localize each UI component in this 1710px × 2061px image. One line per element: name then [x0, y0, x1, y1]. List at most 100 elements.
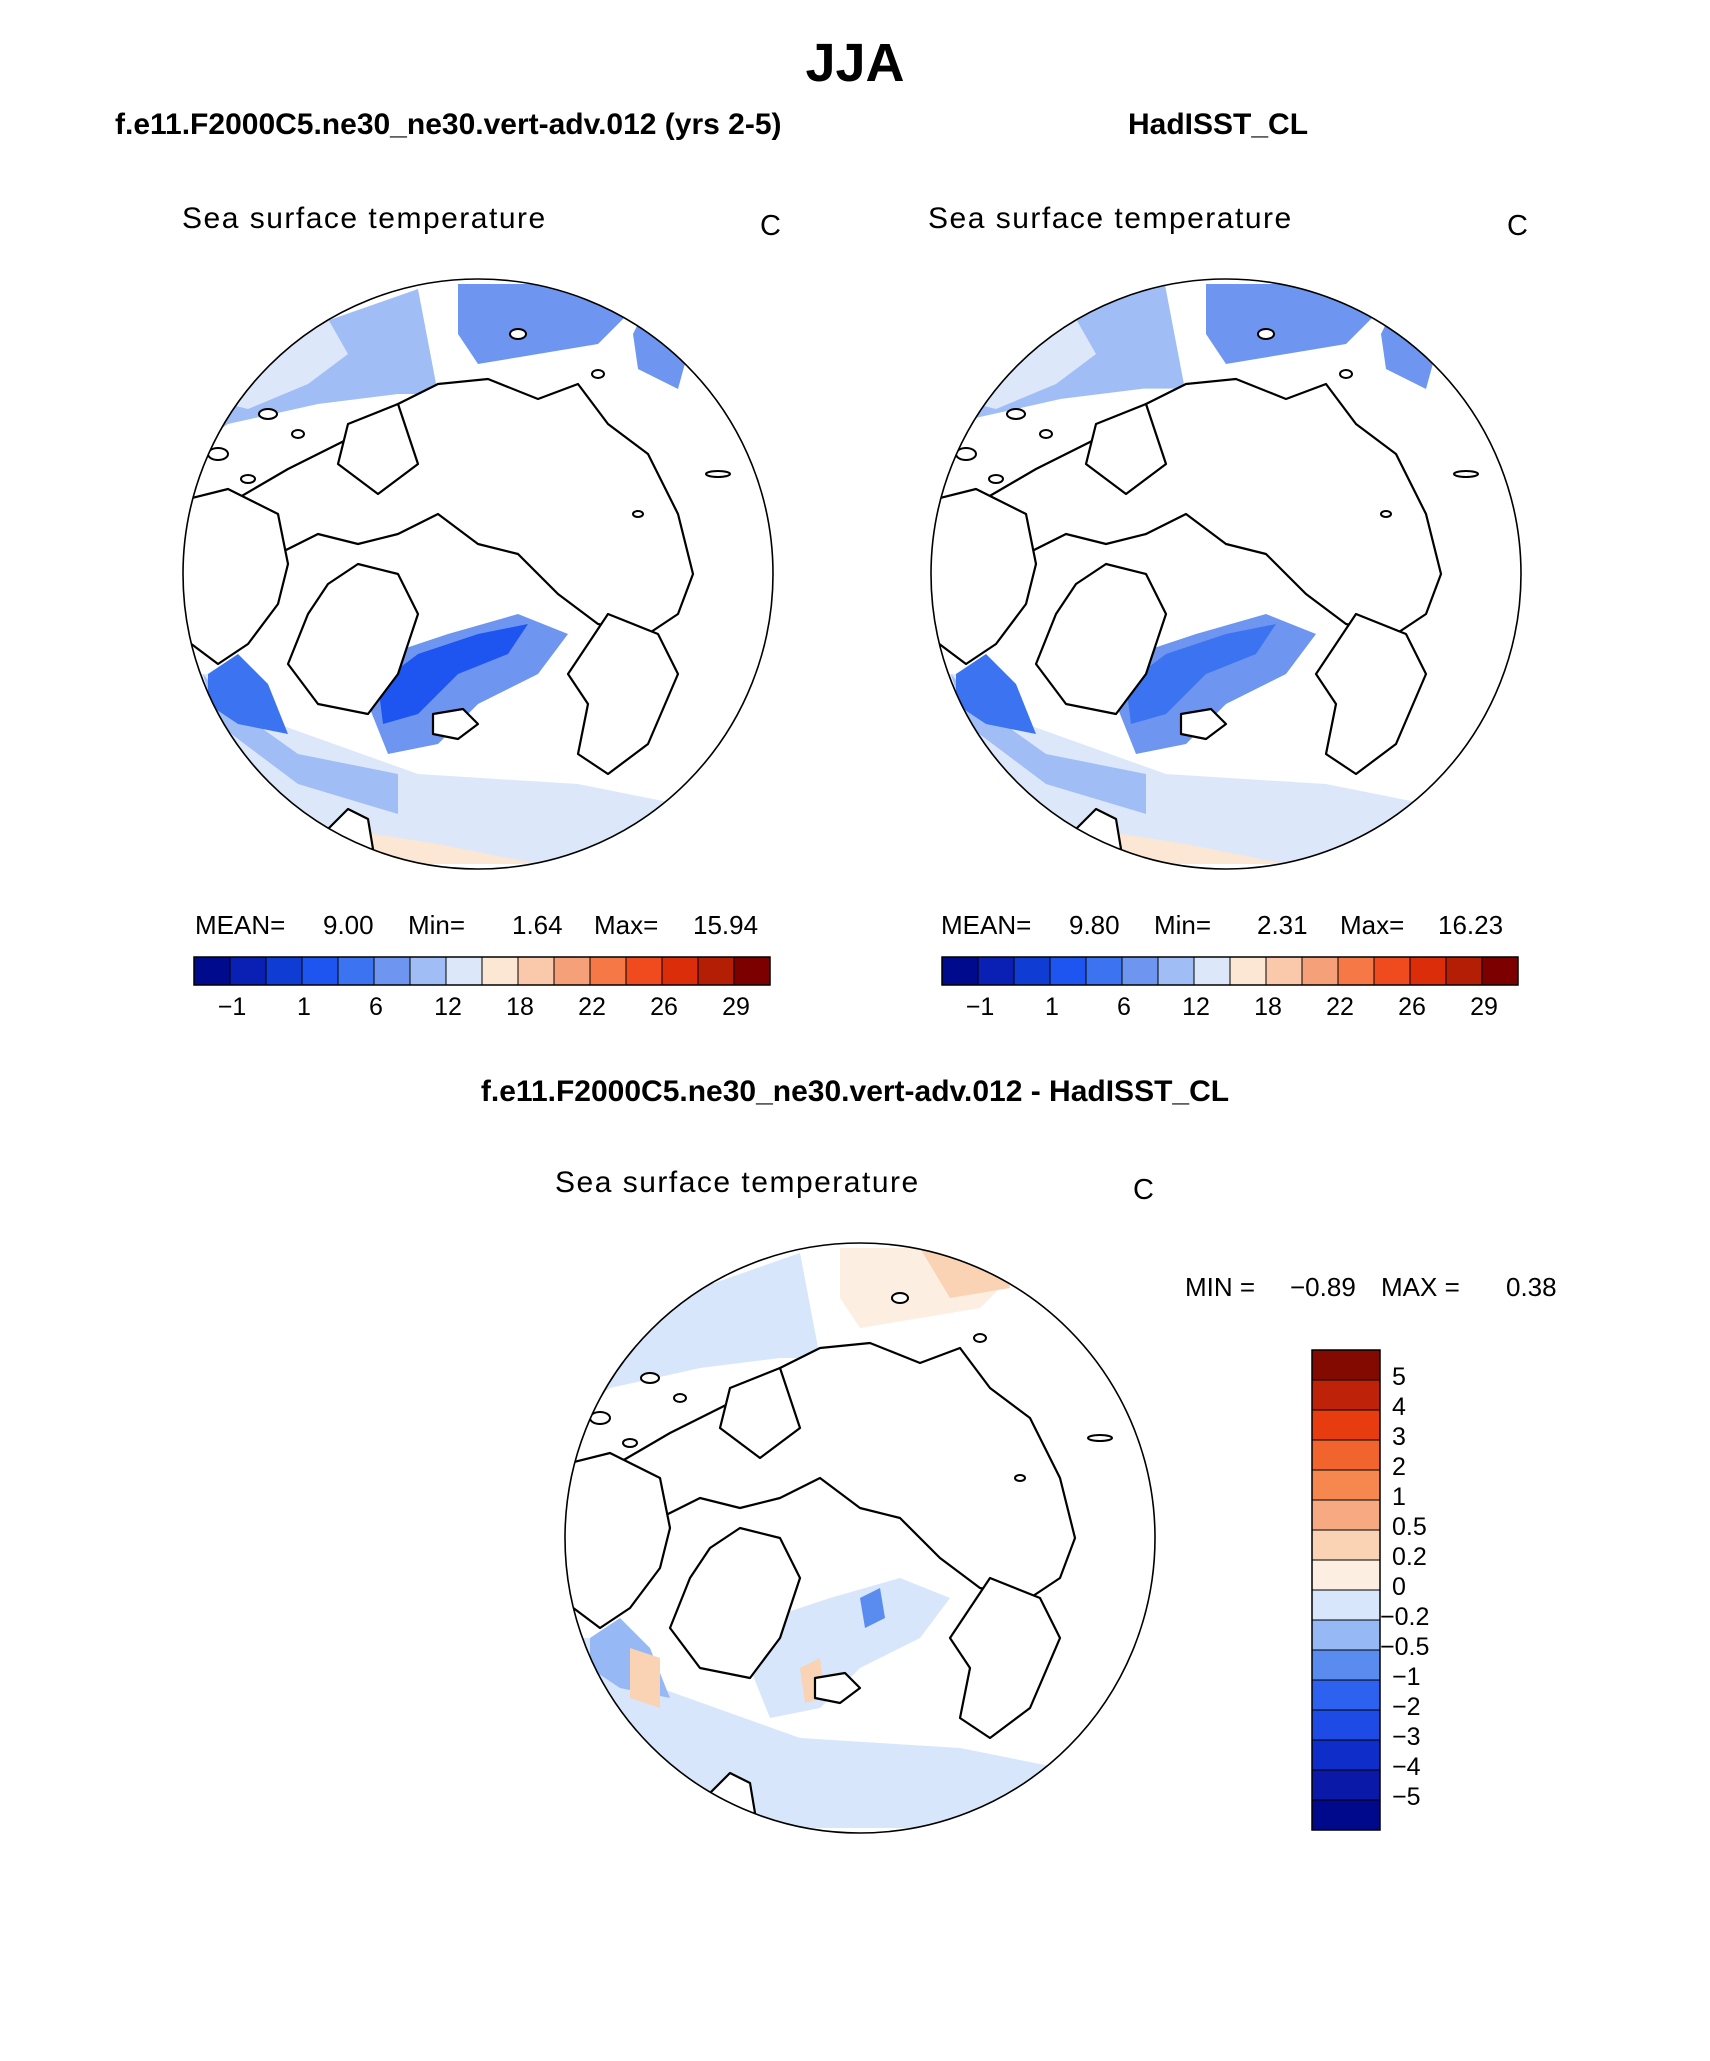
- atlantic-mid: [203, 674, 398, 814]
- colorbar-swatch: [1311, 1469, 1381, 1501]
- cbar-3-label: −4: [1392, 1753, 1421, 1781]
- map-3-frame: [564, 1242, 1156, 1834]
- colorbar-swatch: [229, 956, 267, 986]
- panel-1-min-value: 1.64: [512, 910, 563, 940]
- cbar-1-label: 29: [722, 993, 750, 1021]
- colorbar-swatch: [337, 956, 375, 986]
- panel-1-min-label: Min=: [408, 910, 466, 940]
- colorbar-swatch: [1013, 956, 1051, 986]
- colorbar-2: [941, 956, 1519, 986]
- cbar-2-label: 12: [1182, 993, 1210, 1021]
- cbar-2-label: 1: [1045, 993, 1059, 1021]
- pacific-inner-ocean: [228, 319, 348, 409]
- cbar-2-label: 26: [1398, 993, 1426, 1021]
- colorbar-swatch: [1311, 1559, 1381, 1591]
- panel-3-max-value: 0.38: [1506, 1272, 1557, 1302]
- cbar-1-label: 12: [434, 993, 462, 1021]
- island: [988, 474, 1004, 484]
- colorbar-swatch: [1311, 1649, 1381, 1681]
- panel-2-min-label: Min=: [1154, 910, 1212, 940]
- colorbar-swatch: [1085, 956, 1123, 986]
- landmass: [336, 402, 420, 496]
- cbar-3-label: −2: [1392, 1693, 1421, 1721]
- colorbar-swatch: [1265, 956, 1303, 986]
- colorbar-swatch: [697, 956, 735, 986]
- panel-2-max-value: 16.23: [1438, 910, 1504, 940]
- figure-title: JJA: [805, 33, 905, 93]
- landmass: [1314, 612, 1428, 776]
- island: [1014, 1474, 1026, 1482]
- colorbar-swatch: [1481, 956, 1519, 986]
- cbar-3-label: −0.2: [1380, 1603, 1430, 1631]
- island: [673, 1393, 687, 1403]
- map-2: [931, 279, 1521, 869]
- colorbar-swatch: [193, 956, 231, 986]
- cbar-1-label: 26: [650, 993, 678, 1021]
- panel-1-title: f.e11.F2000C5.ne30_ne30.vert-adv.012 (yr…: [115, 108, 782, 141]
- colorbar-swatch: [1409, 956, 1447, 986]
- colorbar-swatch: [977, 956, 1015, 986]
- cbar-3-label: 2: [1392, 1453, 1406, 1481]
- colorbar-swatch: [733, 956, 771, 986]
- cbar-2-label: 18: [1254, 993, 1282, 1021]
- norwegian-sea: [368, 614, 568, 754]
- island: [1087, 1434, 1113, 1442]
- panel-1-units: C: [760, 210, 781, 242]
- colorbar-swatch: [1311, 1679, 1381, 1711]
- island: [640, 1372, 660, 1384]
- landmass: [668, 1526, 802, 1680]
- landmass: [1034, 562, 1168, 716]
- colorbar-swatch: [445, 956, 483, 986]
- colorbar-swatch: [1311, 1529, 1381, 1561]
- colorbar-swatch: [625, 956, 663, 986]
- colorbar-swatch: [1311, 1709, 1381, 1741]
- landmass: [566, 612, 680, 776]
- colorbar-swatch: [1311, 1739, 1381, 1771]
- norwegian-anomaly: [750, 1578, 950, 1718]
- cbar-2-label: 6: [1117, 993, 1131, 1021]
- island: [258, 408, 278, 420]
- panel-3-max-label: MAX =: [1381, 1272, 1460, 1302]
- landmass: [813, 1671, 862, 1705]
- landmass: [1179, 707, 1228, 741]
- colorbar-swatch: [1311, 1379, 1381, 1411]
- pacific-inner-ocean: [976, 319, 1096, 409]
- landmass: [948, 1576, 1062, 1740]
- labrador-sea: [956, 654, 1036, 734]
- colorbar-swatch: [1311, 1589, 1381, 1621]
- cbar-1-label: 18: [506, 993, 534, 1021]
- colorbar-swatch: [589, 956, 627, 986]
- colorbar-swatch: [1311, 1769, 1381, 1801]
- cbar-3-label: 4: [1392, 1393, 1406, 1421]
- colorbar-swatch: [1049, 956, 1087, 986]
- colorbar-swatch: [1311, 1619, 1381, 1651]
- panel-1-max-value: 15.94: [693, 910, 759, 940]
- colorbar-swatch: [661, 956, 699, 986]
- panel-2-title: HadISST_CL: [1128, 108, 1309, 141]
- bering-sea: [458, 284, 638, 364]
- panel-3-min-label: MIN =: [1185, 1272, 1256, 1302]
- colorbar-swatch: [1311, 1799, 1381, 1831]
- island: [1453, 470, 1479, 478]
- map-3-content: [565, 1243, 1155, 1833]
- panel-2-mean-value: 9.80: [1069, 910, 1120, 940]
- island: [240, 474, 256, 484]
- map-3: [565, 1243, 1155, 1833]
- island: [632, 510, 644, 518]
- colorbar-1: [193, 956, 771, 986]
- cbar-3-label: 0.2: [1392, 1543, 1427, 1571]
- colorbar-swatch: [1311, 1439, 1381, 1471]
- cbar-3-label: 3: [1392, 1423, 1406, 1451]
- cbar-3-label: −3: [1392, 1723, 1421, 1751]
- norwegian-cold-anomaly: [860, 1588, 885, 1628]
- cbar-1-label: 22: [578, 993, 606, 1021]
- cbar-3-label: 0: [1392, 1573, 1406, 1601]
- panel-2-min-value: 2.31: [1257, 910, 1308, 940]
- island: [1380, 510, 1392, 518]
- cbar-3-label: −5: [1392, 1783, 1421, 1811]
- colorbar-swatch: [1373, 956, 1411, 986]
- panel-3-min-value: −0.89: [1290, 1272, 1356, 1302]
- pacific-anomaly: [565, 1253, 820, 1418]
- landmass: [718, 1366, 802, 1460]
- panel-3-units: C: [1133, 1174, 1154, 1206]
